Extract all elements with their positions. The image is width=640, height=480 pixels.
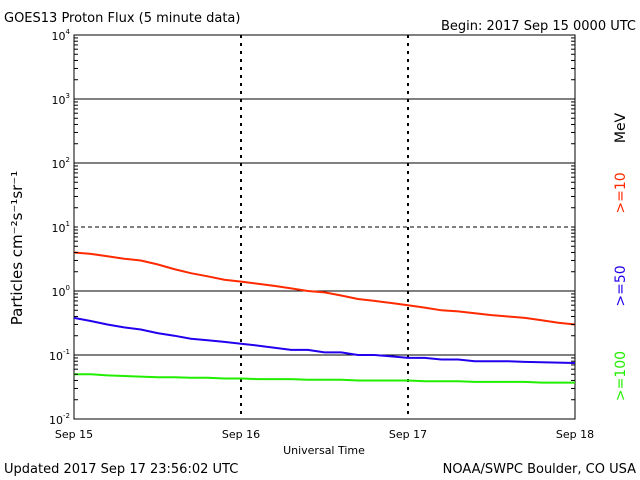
x-tick-label: Sep 16 [222,428,260,441]
x-axis-label: Universal Time [283,444,365,457]
y-tick-label: 10-2 [49,412,70,427]
legend-entry-10mev: >=10 [613,172,629,213]
y-tick-label: 104 [52,28,71,43]
unit-label: MeV [613,112,629,143]
x-tick-label: Sep 15 [55,428,93,441]
series-layer [73,251,576,384]
x-tick-label: Sep 18 [556,428,594,441]
y-tick-label: 100 [52,284,70,299]
energy-legend: >=10 >=50 >=100 [613,172,629,401]
plot-area [73,34,576,420]
series-line-10mev [73,251,576,326]
legend-entry-50mev: >=50 [613,265,629,306]
updated-label: Updated 2017 Sep 17 23:56:02 UTC [4,462,238,477]
series-line-100mev [74,373,575,384]
y-tick-label: 102 [52,156,70,171]
chart-title: GOES13 Proton Flux (5 minute data) [4,11,240,26]
y-tick-label: 101 [52,220,70,235]
begin-label: Begin: 2017 Sep 15 0000 UTC [441,19,636,34]
series-line-50mev [73,316,576,364]
credit-label: NOAA/SWPC Boulder, CO USA [443,462,636,477]
y-tick-label: 10-1 [49,348,70,363]
y-axis-label: Particles cm⁻²s⁻¹sr⁻¹ [8,171,26,325]
y-tick-labels: 104 103 102 101 100 10-1 10-2 [49,28,575,427]
x-tick-labels: Sep 15 Sep 16 Sep 17 Sep 18 [55,428,594,441]
y-tick-label: 103 [52,92,70,107]
legend-entry-100mev: >=100 [613,351,629,401]
x-tick-label: Sep 17 [389,428,427,441]
grid-layer [74,35,575,419]
